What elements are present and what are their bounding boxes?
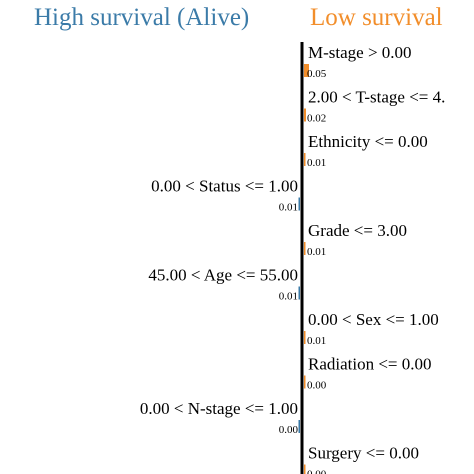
feature-label: Radiation <= 0.00 — [308, 355, 432, 374]
weight-bar — [304, 464, 306, 474]
weight-bar — [304, 64, 309, 77]
feature-label: 45.00 < Age <= 55.00 — [148, 266, 298, 285]
feature-value-label: 0.01 — [307, 335, 326, 347]
feature-value-label: 0.00 — [307, 380, 327, 392]
feature-label: 0.00 < N-stage <= 1.00 — [140, 399, 298, 418]
feature-label: 2.00 < T-stage <= 4. — [308, 88, 445, 107]
weight-bar — [304, 153, 306, 166]
weight-bar — [304, 108, 306, 122]
weight-bar — [298, 420, 300, 433]
feature-value-label: 0.00 — [307, 469, 327, 474]
feature-value-label: 0.00 — [279, 424, 299, 436]
feature-value-label: 0.01 — [307, 157, 326, 169]
feature-label: Grade <= 3.00 — [308, 221, 407, 240]
legend-high-survival: High survival (Alive) — [34, 4, 250, 31]
weight-bar — [304, 375, 306, 389]
feature-value-label: 0.05 — [307, 68, 327, 80]
weight-bar — [298, 286, 300, 300]
feature-value-label: 0.01 — [279, 291, 298, 303]
feature-value-label: 0.02 — [307, 113, 326, 125]
feature-label: Surgery <= 0.00 — [308, 444, 419, 463]
feature-value-label: 0.01 — [307, 246, 326, 258]
feature-label: M-stage > 0.00 — [308, 43, 412, 62]
weight-bar — [298, 197, 300, 211]
weight-bar — [304, 331, 306, 344]
legend-low-survival: Low survival — [310, 4, 443, 31]
feature-value-label: 0.01 — [279, 202, 298, 214]
weight-bar — [304, 242, 306, 255]
feature-label: 0.00 < Status <= 1.00 — [151, 177, 298, 196]
feature-label: Ethnicity <= 0.00 — [308, 132, 428, 151]
feature-label: 0.00 < Sex <= 1.00 — [308, 310, 439, 329]
